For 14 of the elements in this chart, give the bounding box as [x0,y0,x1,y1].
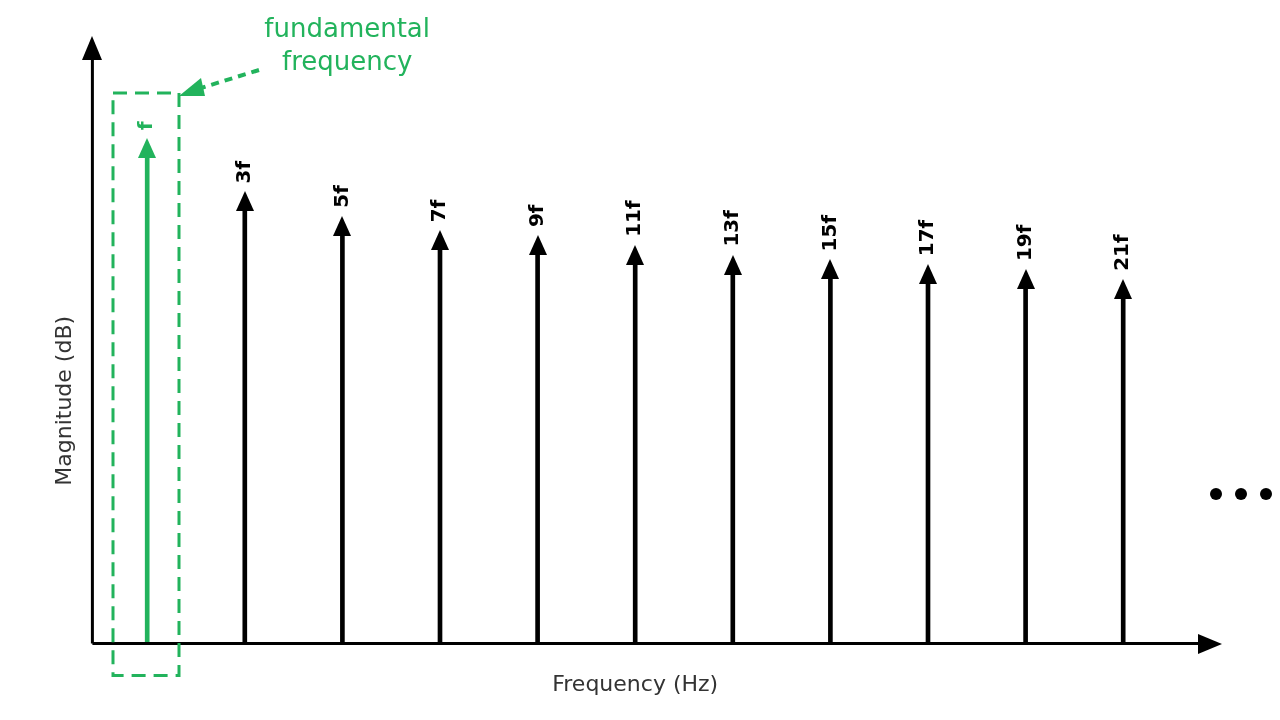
x-tick-label: 11f [621,200,646,237]
x-tick-label: 17f [914,219,939,257]
x-tick-label: 21f [1109,233,1134,271]
x-tick-label: 15f [816,214,841,252]
x-axis-title: Frequency (Hz) [552,670,719,696]
y-axis-title: Magnitude (dB) [50,315,76,486]
x-tick-label: 9f [523,204,548,228]
x-tick-label: 19f [1011,224,1036,262]
x-tick-label: 5f [328,184,353,208]
x-tick-label: 3f [231,160,255,184]
x-tick-label: 7f [426,199,451,223]
x-tick-label: f [133,121,158,130]
text: fundamental frequency [263,12,432,78]
x-tick-label: 13f [719,209,743,247]
